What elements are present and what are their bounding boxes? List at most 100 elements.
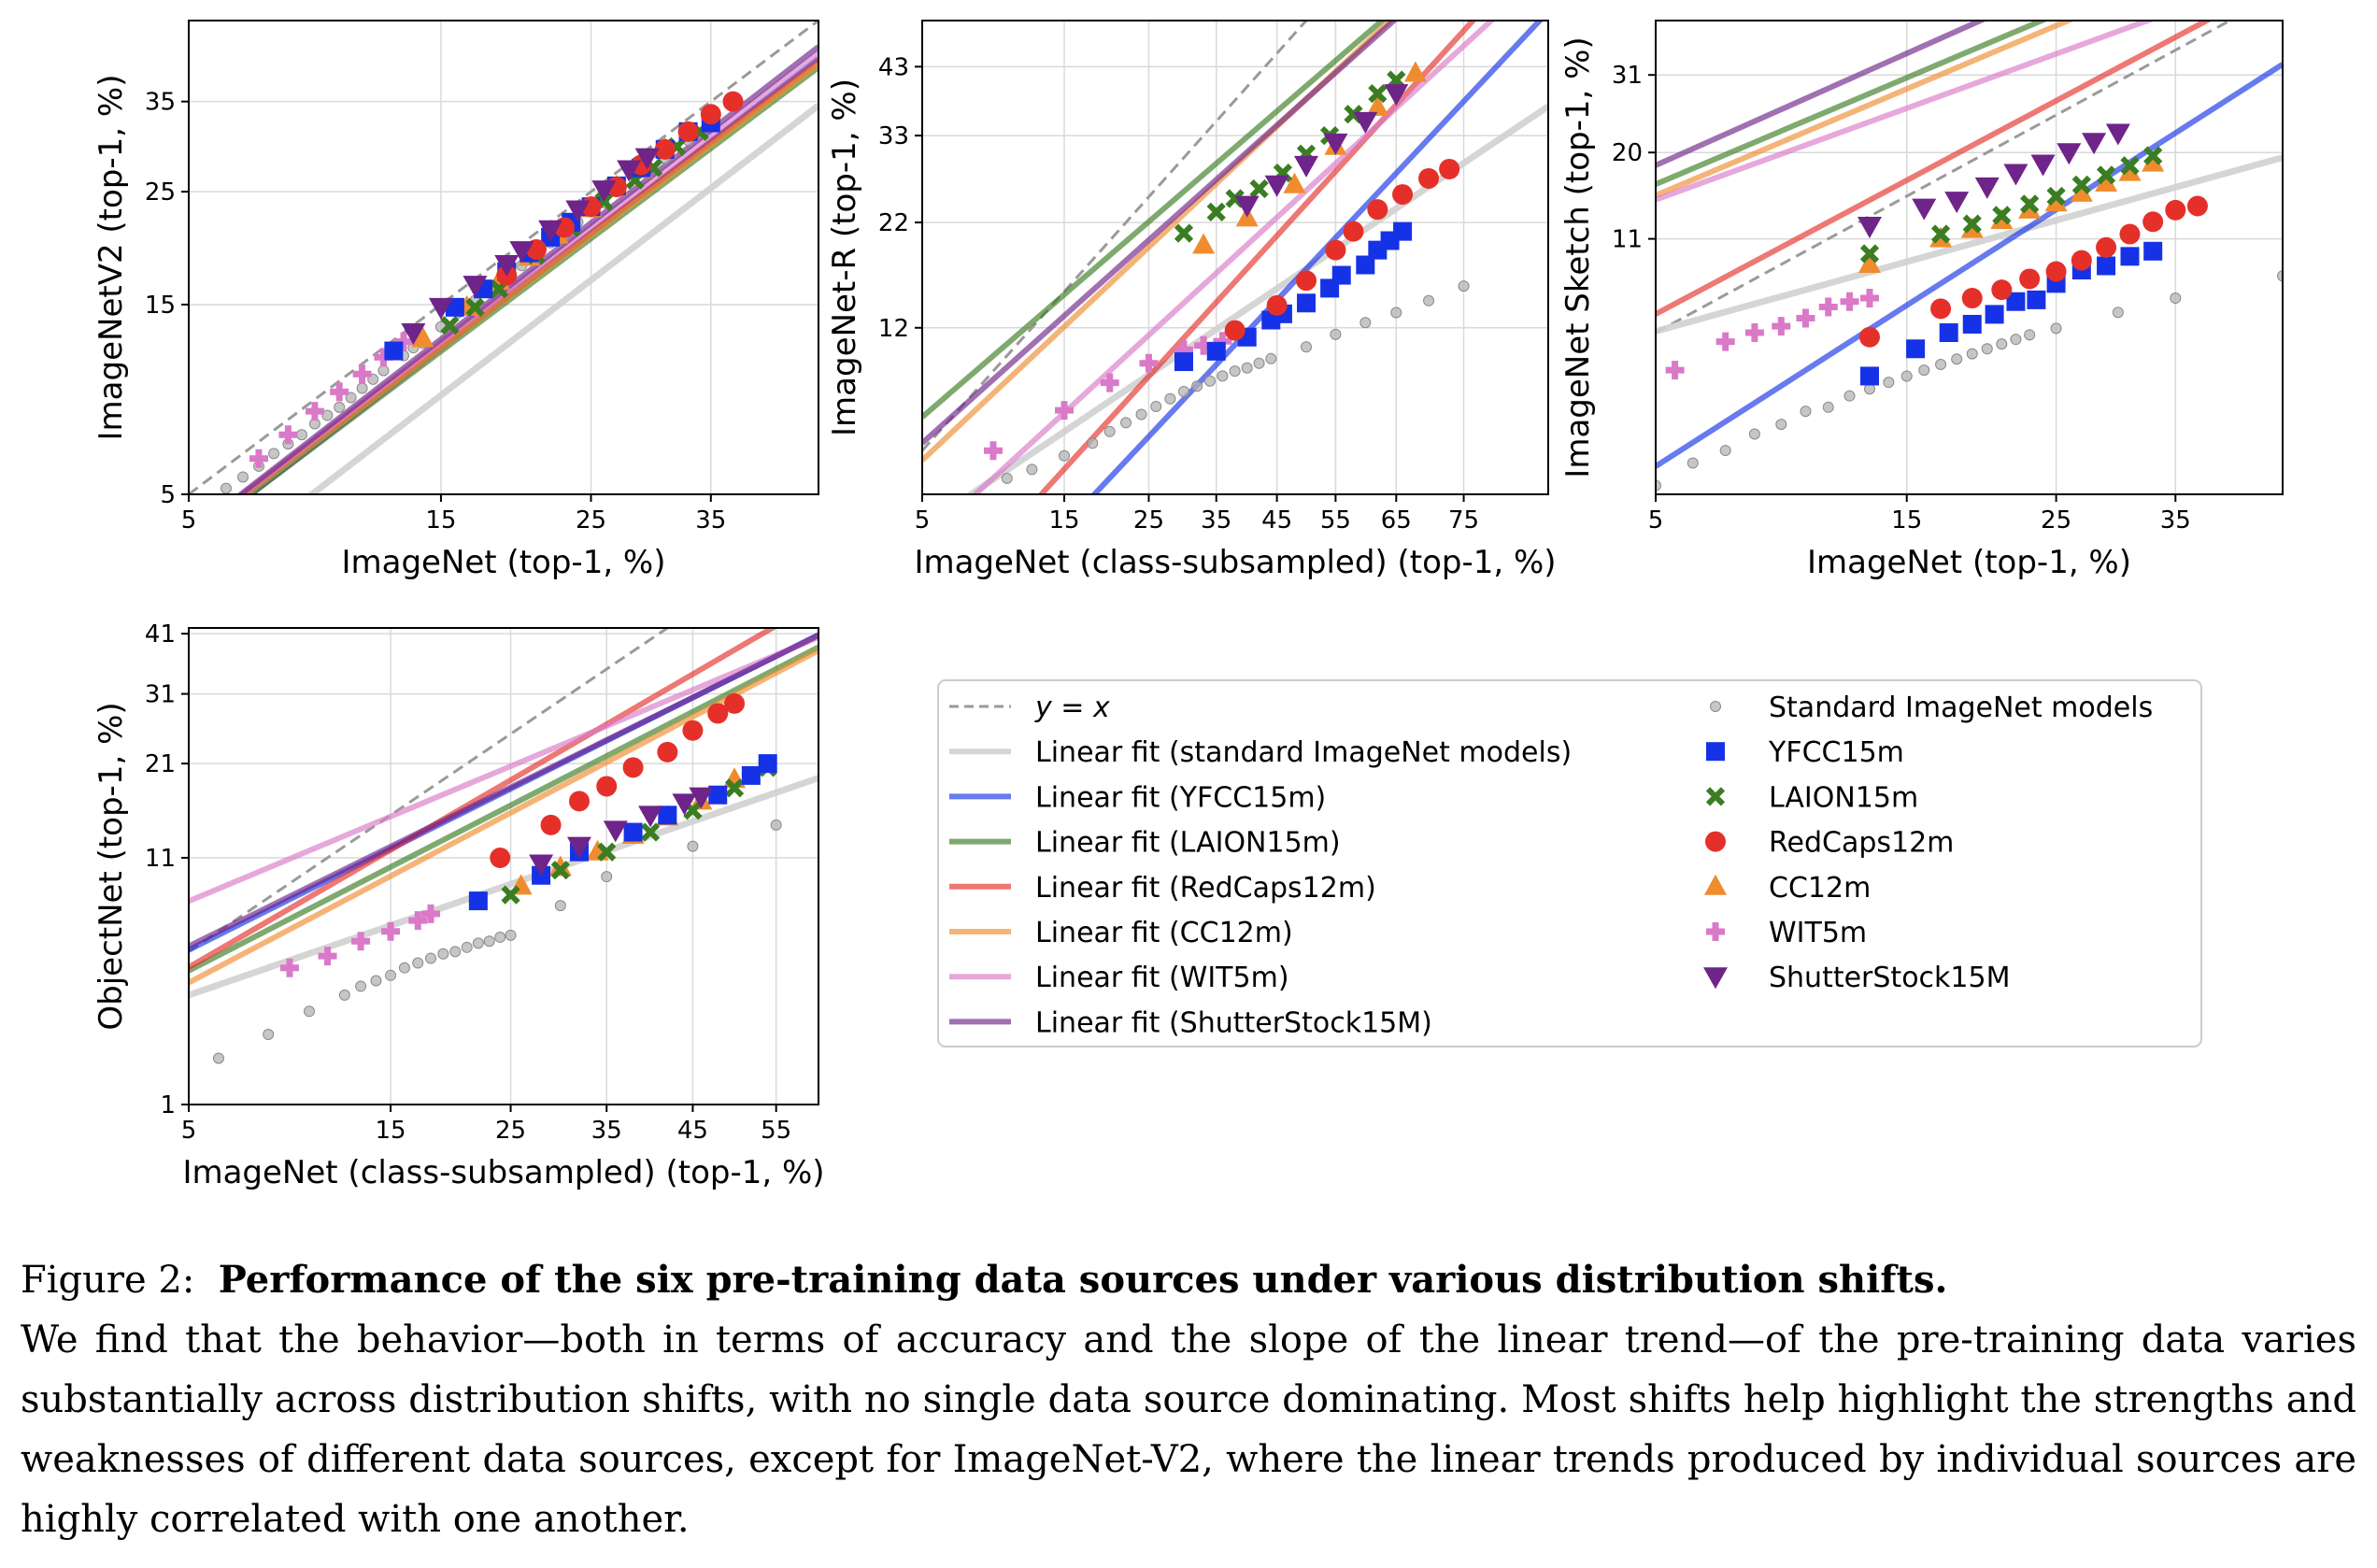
fit-line-cc12m [242, 62, 818, 494]
point-standard [1359, 317, 1372, 329]
x-axis-label: ImageNet (top-1, %) [1807, 544, 2131, 581]
point-yfcc [1939, 322, 1958, 342]
point-standard [2024, 329, 2036, 341]
series-shutter [1234, 84, 1409, 218]
x-tick-label: 35 [2160, 506, 2191, 535]
point-standard [554, 900, 566, 912]
legend-label-diag: y = x [1034, 691, 1110, 724]
y-tick-label: 11 [1612, 226, 1643, 254]
diagonal-line [922, 21, 1308, 452]
caption-lead: Figure 2: Performance of the six pre-tra… [21, 1250, 2356, 1310]
point-cc12m [1366, 94, 1389, 116]
y-axis-label: ImageNetV2 (top-1, %) [93, 75, 130, 441]
point-standard [505, 929, 517, 941]
fit-line-wit [971, 21, 1496, 494]
point-standard [355, 980, 367, 992]
point-yfcc [468, 891, 488, 911]
series-redcaps [1858, 195, 2208, 348]
y-tick-label: 35 [145, 89, 176, 117]
point-cc12m [2018, 197, 2042, 219]
legend-label-wit: WIT5m [1769, 917, 1867, 949]
point-standard [268, 448, 280, 460]
legend-frame [937, 679, 2202, 1048]
x-tick-label: 5 [181, 1117, 197, 1145]
point-standard [461, 941, 473, 953]
point-redcaps [2165, 199, 2186, 221]
point-wit [1665, 361, 1685, 380]
point-shutter [565, 200, 591, 222]
caption-label: Figure 2: [21, 1259, 195, 1302]
point-yfcc [2120, 247, 2140, 266]
series-redcaps [1224, 158, 1460, 341]
point-shutter [1294, 155, 1319, 178]
point-cc12m [2142, 150, 2165, 172]
point-standard [1330, 328, 1342, 340]
point-shutter [2003, 164, 2028, 186]
point-laion [2120, 156, 2140, 176]
point-yfcc [1174, 352, 1193, 372]
point-wit [1715, 332, 1735, 351]
point-standard [1843, 390, 1856, 402]
point-shutter [638, 805, 663, 828]
point-standard [1981, 343, 1993, 355]
y-tick-label: 43 [878, 53, 909, 81]
point-yfcc [1906, 339, 1926, 359]
point-standard [1423, 294, 1435, 306]
point-standard [425, 952, 437, 964]
caption-title: Performance of the six pre-training data… [218, 1258, 1948, 1302]
point-cc12m [548, 855, 572, 877]
legend-label-yfcc: Linear fit (YFCC15m) [1035, 781, 1326, 814]
x-tick-label: 25 [1133, 506, 1164, 535]
point-redcaps [2096, 236, 2117, 258]
point-shutter [2030, 154, 2056, 177]
point-cc12m [1403, 61, 1427, 82]
point-wit [381, 921, 401, 941]
point-redcaps [2019, 268, 2041, 290]
y-tick-label: 25 [145, 178, 176, 207]
y-tick-label: 1 [160, 1091, 176, 1119]
point-shutter [1857, 217, 1882, 239]
fit-line-laion [189, 644, 818, 974]
legend-marker-wit [1706, 922, 1725, 941]
point-yfcc [1331, 265, 1351, 285]
fit-line-cc12m [189, 648, 818, 986]
point-wit [305, 402, 324, 421]
point-cc12m [1192, 233, 1216, 254]
point-standard [377, 364, 390, 377]
x-tick-label: 15 [425, 506, 456, 535]
point-shutter [1974, 177, 2000, 199]
point-standard [687, 840, 699, 852]
point-shutter [689, 787, 714, 809]
point-laion [2020, 194, 2040, 214]
fit-line-laion [1656, 21, 2049, 187]
fit-line-fit_standard [189, 775, 818, 999]
x-tick-label: 65 [1381, 506, 1412, 535]
point-standard [1241, 362, 1253, 374]
point-standard [1883, 377, 1895, 389]
point-standard [1966, 348, 1978, 360]
point-standard [494, 931, 506, 943]
fit-line-shutter [189, 633, 818, 949]
y-tick-label: 33 [878, 122, 909, 150]
point-redcaps [1439, 158, 1460, 179]
series-wit [1665, 289, 1879, 380]
x-tick-label: 35 [1201, 506, 1231, 535]
fit-line-laion [922, 21, 1387, 420]
point-yfcc [741, 765, 761, 785]
x-tick-label: 45 [677, 1117, 708, 1145]
point-standard [1687, 457, 1699, 469]
point-standard [295, 429, 307, 441]
point-standard [385, 969, 397, 981]
x-tick-label: 35 [695, 506, 726, 535]
point-standard [1059, 449, 1071, 462]
point-wit [1055, 401, 1075, 421]
point-redcaps [596, 776, 618, 797]
point-yfcc [1962, 314, 1982, 334]
series-yfcc [1174, 221, 1413, 372]
point-laion [1992, 206, 2012, 225]
point-laion [2071, 175, 2091, 195]
point-shutter [1234, 195, 1260, 218]
x-tick-label: 25 [2041, 506, 2071, 535]
point-standard [1177, 385, 1189, 397]
